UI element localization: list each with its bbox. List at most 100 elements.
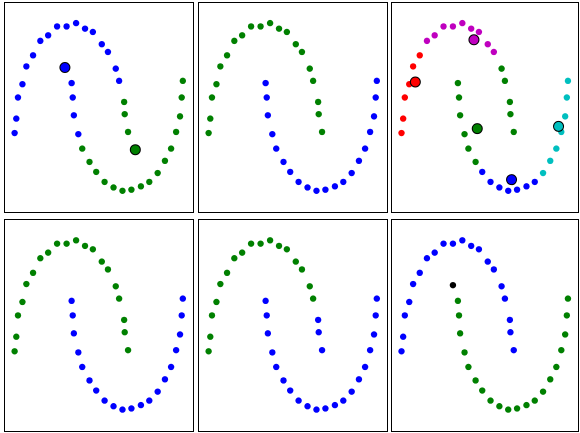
panel-frame (391, 219, 579, 432)
point (269, 130, 276, 138)
point (561, 113, 569, 120)
point (322, 186, 329, 193)
point (314, 316, 322, 324)
point (266, 237, 274, 244)
point (295, 178, 302, 186)
point (213, 298, 220, 306)
point (264, 330, 272, 337)
point (44, 249, 52, 256)
point (361, 363, 369, 371)
centroid (129, 144, 141, 156)
panel-frame (4, 2, 194, 213)
point (331, 401, 339, 409)
point (154, 169, 161, 177)
point (454, 79, 462, 87)
point (53, 23, 61, 30)
point (44, 32, 52, 39)
point (315, 329, 322, 336)
point (120, 316, 128, 324)
point (262, 297, 269, 305)
point (275, 25, 283, 32)
point (101, 397, 108, 404)
point (63, 240, 70, 247)
point (423, 37, 431, 45)
point (154, 388, 161, 395)
point (487, 178, 494, 186)
point (304, 184, 311, 191)
point (401, 94, 409, 101)
point (309, 77, 317, 85)
point (366, 128, 374, 136)
point (513, 405, 521, 412)
point (179, 295, 187, 302)
point (257, 23, 264, 30)
point (146, 397, 153, 404)
point (167, 145, 175, 152)
point (314, 98, 322, 106)
point (490, 48, 498, 56)
point (431, 249, 438, 256)
point (11, 348, 18, 355)
point (456, 330, 464, 337)
point (14, 94, 22, 101)
point (287, 168, 294, 176)
panel-frame (4, 219, 194, 432)
point (75, 130, 82, 138)
panel-frame (198, 2, 388, 213)
point (115, 295, 123, 302)
point (372, 94, 379, 101)
point (263, 94, 270, 101)
point (563, 94, 571, 101)
point (475, 246, 483, 253)
point (98, 41, 105, 48)
point (398, 129, 405, 137)
point (53, 240, 61, 247)
centroid (553, 120, 565, 132)
point (298, 48, 306, 56)
point (513, 186, 521, 193)
point (115, 77, 123, 85)
point (467, 25, 475, 32)
centroid (471, 123, 483, 135)
point (269, 349, 276, 356)
point (309, 295, 317, 302)
point (423, 255, 431, 262)
point (128, 186, 135, 193)
point (322, 405, 329, 412)
point (19, 298, 26, 306)
point (178, 94, 185, 101)
point (454, 297, 462, 305)
point (205, 129, 212, 137)
point (313, 187, 320, 194)
point (507, 110, 514, 118)
point (501, 295, 509, 302)
point (431, 32, 438, 39)
point (295, 397, 302, 404)
point (547, 157, 554, 165)
point (124, 128, 132, 136)
point (370, 331, 378, 338)
point (266, 19, 274, 27)
point (461, 130, 468, 138)
point (498, 283, 505, 290)
point (172, 128, 180, 136)
point (331, 183, 339, 190)
centroid (59, 62, 71, 74)
point (172, 346, 180, 354)
point (479, 168, 486, 176)
point (505, 406, 512, 413)
point (313, 406, 320, 413)
point (564, 295, 572, 302)
point (86, 377, 93, 384)
point (409, 280, 417, 288)
point (373, 295, 381, 302)
point (238, 249, 246, 256)
point (472, 158, 479, 166)
point (539, 169, 547, 177)
point (479, 387, 486, 394)
point (348, 388, 355, 395)
point (273, 363, 280, 371)
point (75, 349, 82, 356)
point (416, 269, 423, 277)
point (506, 98, 514, 106)
